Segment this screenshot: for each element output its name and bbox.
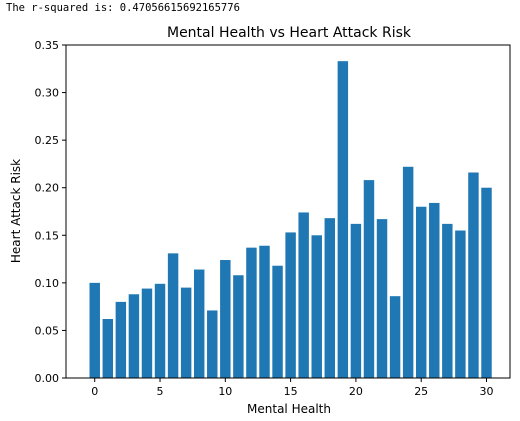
bar-19 <box>337 61 349 378</box>
bar-26 <box>429 202 440 378</box>
plot-frame <box>65 44 511 379</box>
bar-3 <box>128 294 140 378</box>
bar-0 <box>89 282 100 378</box>
bar-14 <box>272 265 283 378</box>
bar-15 <box>285 232 296 378</box>
x-tick-label: 15 <box>284 385 298 398</box>
bar-6 <box>167 253 179 378</box>
bar-1 <box>102 319 114 378</box>
bar-10 <box>220 260 231 378</box>
x-tick-label: 30 <box>479 385 493 398</box>
bar-29 <box>468 172 479 378</box>
bar-7 <box>180 287 192 378</box>
y-tick-label: 0.35 <box>35 39 60 52</box>
bar-22 <box>376 219 388 378</box>
y-tick-label: 0.05 <box>35 324 60 337</box>
bar-23 <box>389 296 401 378</box>
x-tick-label: 0 <box>91 385 98 398</box>
chart-title: Mental Health vs Heart Attack Risk <box>167 25 412 41</box>
y-tick-label: 0.30 <box>35 87 60 100</box>
bar-4 <box>141 288 153 378</box>
x-axis-label: Mental Health <box>247 402 331 416</box>
bar-25 <box>415 206 427 378</box>
bar-17 <box>311 235 322 378</box>
bar-18 <box>324 218 336 378</box>
x-tick-label: 25 <box>414 385 428 398</box>
y-tick-label: 0.10 <box>35 277 60 290</box>
bar-24 <box>402 166 414 378</box>
bar-20 <box>350 223 362 378</box>
y-axis-label: Heart Attack Risk <box>9 159 23 263</box>
bars-group <box>89 61 492 378</box>
y-tick-label: 0.25 <box>35 134 60 147</box>
bar-8 <box>193 269 205 378</box>
bar-21 <box>363 180 375 378</box>
bar-16 <box>298 212 309 378</box>
bar-27 <box>442 223 453 378</box>
y-tick-label: 0.15 <box>35 229 60 242</box>
y-axis: 0.00 0.05 0.10 0.15 0.20 0.25 0.30 0.35 <box>35 39 66 385</box>
x-tick-label: 5 <box>157 385 164 398</box>
bar-5 <box>154 283 166 378</box>
bar-13 <box>259 245 270 378</box>
bar-9 <box>207 310 218 378</box>
bar-28 <box>455 230 466 378</box>
x-tick-label: 20 <box>349 385 363 398</box>
bar-2 <box>115 301 127 378</box>
output-text: The r-squared is: 0.47056615692165776 <box>6 2 240 14</box>
bar-11 <box>233 275 244 378</box>
y-tick-label: 0.20 <box>35 182 60 195</box>
y-tick-label: 0.00 <box>35 372 60 385</box>
bar-30 <box>481 187 492 378</box>
x-axis: 0 5 10 15 20 25 30 <box>91 378 493 398</box>
bar-12 <box>246 247 257 378</box>
x-tick-label: 10 <box>218 385 232 398</box>
